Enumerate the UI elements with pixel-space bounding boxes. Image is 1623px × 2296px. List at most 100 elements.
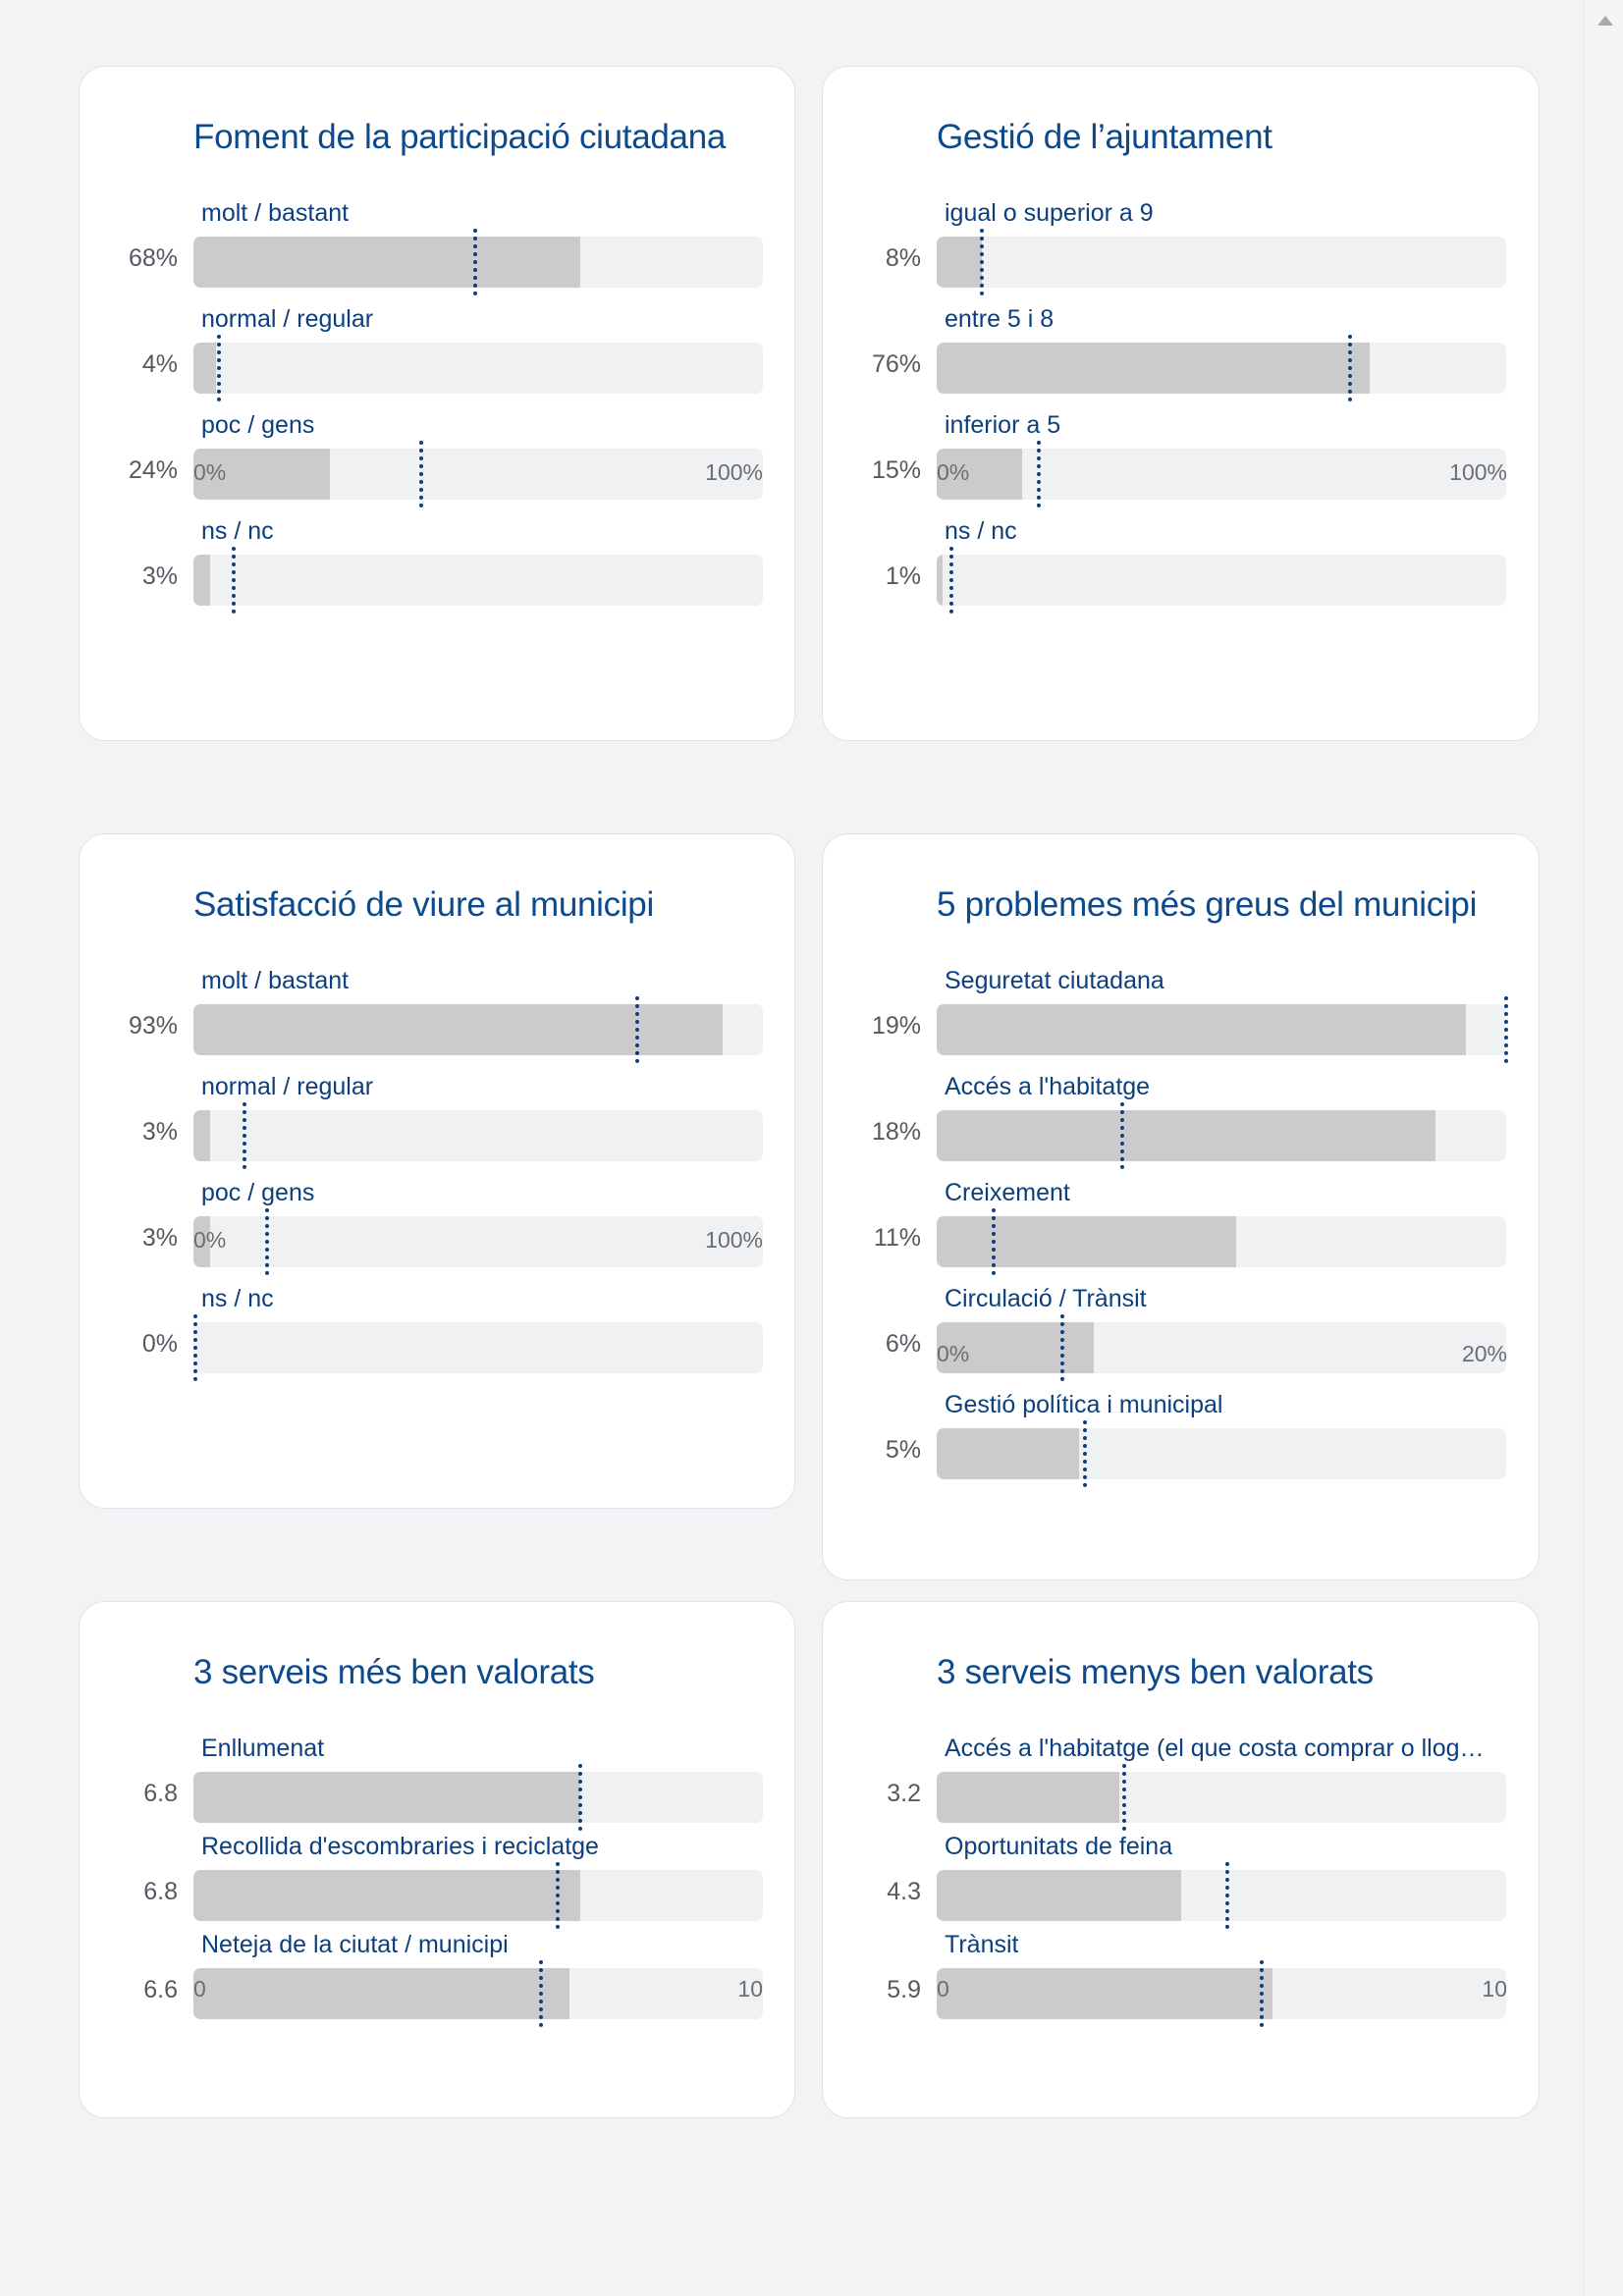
bar <box>937 1322 1094 1373</box>
value-label: 3% <box>141 1118 178 1146</box>
reference-marker <box>980 229 985 295</box>
scrollbar[interactable] <box>1584 0 1623 2296</box>
axis-tick-min: 0 <box>193 1976 206 2002</box>
bar <box>193 449 331 500</box>
value-label: 19% <box>871 1012 921 1040</box>
reference-marker <box>1224 1862 1229 1929</box>
category-label: Creixement <box>945 1179 1070 1206</box>
category-label: igual o superior a 9 <box>945 199 1154 227</box>
axis-tick-min: 0% <box>937 1341 970 1366</box>
bar <box>193 1772 581 1823</box>
bar <box>937 1428 1079 1479</box>
bar <box>193 343 217 394</box>
bar-row: poc / gens 24% <box>80 411 794 509</box>
bar-row: molt / bastant 68% <box>80 199 794 297</box>
axis-tick-max: 100% <box>705 1227 763 1253</box>
chart-card-participacio: Foment de la participació ciutadana molt … <box>79 66 795 741</box>
bar <box>937 1216 1236 1267</box>
bar <box>937 1110 1435 1161</box>
reference-marker <box>1347 335 1352 401</box>
category-label: inferior a 5 <box>945 411 1061 439</box>
reference-marker <box>231 547 236 614</box>
bar-row: molt / bastant 93% <box>80 967 794 1065</box>
value-label: 8% <box>885 244 921 272</box>
axis-tick-min: 0% <box>937 459 970 485</box>
category-label: Gestió política i municipal <box>945 1391 1223 1418</box>
category-label: normal / regular <box>201 1073 374 1100</box>
bar <box>937 555 943 606</box>
bar-row: inferior a 5 15% <box>823 411 1539 509</box>
category-label: molt / bastant <box>201 967 350 994</box>
bar <box>193 555 211 606</box>
bar-track <box>937 1004 1506 1055</box>
bar-track <box>937 1216 1506 1267</box>
axis-tick-max: 100% <box>1449 459 1507 485</box>
reference-marker <box>217 335 222 401</box>
bar-track <box>193 1772 763 1823</box>
bar-track <box>937 555 1506 606</box>
reference-marker <box>556 1862 561 1929</box>
reference-marker <box>992 1208 996 1275</box>
category-label: poc / gens <box>201 1179 315 1206</box>
axis-tick-max: 10 <box>1482 1976 1507 2002</box>
bar <box>193 1004 724 1055</box>
bar-row: Oportunitats de feina 4.3 <box>823 1833 1539 1931</box>
axis-tick-max: 20% <box>1461 1341 1507 1366</box>
category-label: Enllumenat <box>201 1735 325 1762</box>
bar-row: entre 5 i 8 76% <box>823 305 1539 403</box>
value-label: 11% <box>873 1224 921 1252</box>
category-label: Neteja de la ciutat / municipi <box>201 1931 509 1958</box>
bar-row: normal / regular 3% <box>80 1073 794 1171</box>
bar-track <box>193 555 763 606</box>
bar-track <box>937 449 1506 500</box>
reference-marker <box>473 229 478 295</box>
bar-row: Accés a l'habitatge (el que costa compra… <box>823 1735 1539 1833</box>
bar-track <box>937 1428 1506 1479</box>
chart-card-pitjors-serveis: 3 serveis menys ben valorats Accés a l'ha… <box>822 1601 1540 2118</box>
reference-marker <box>578 1764 583 1831</box>
value-label: 3% <box>141 1224 178 1252</box>
bar <box>193 1216 211 1267</box>
reference-marker <box>1037 441 1042 507</box>
bar <box>193 1968 569 2019</box>
value-label: 0% <box>141 1330 178 1358</box>
bar-track <box>937 1110 1506 1161</box>
reference-marker <box>1259 1960 1264 2027</box>
reference-marker <box>419 441 423 507</box>
reference-marker <box>1122 1764 1127 1831</box>
value-label: 6.6 <box>143 1976 178 2003</box>
bar-track <box>193 1322 763 1373</box>
bar-row: Accés a l'habitatge 18% <box>823 1073 1539 1171</box>
category-label: molt / bastant <box>201 199 350 227</box>
value-label: 76% <box>871 350 921 378</box>
chart-title: Satisfacció de viure al municipi <box>193 885 654 924</box>
bar-track <box>193 1004 763 1055</box>
bar-track <box>937 1772 1506 1823</box>
axis-tick-min: 0% <box>193 459 227 485</box>
bar <box>937 343 1370 394</box>
bar <box>937 1004 1467 1055</box>
scroll-up-arrow-icon[interactable] <box>1597 16 1613 26</box>
bar-track <box>937 343 1506 394</box>
bar-track <box>193 237 763 288</box>
category-label: Accés a l'habitatge (el que costa compra… <box>945 1735 1489 1762</box>
category-label: poc / gens <box>201 411 315 439</box>
bar-track <box>193 1968 763 2019</box>
category-label: Oportunitats de feina <box>945 1833 1173 1860</box>
bar-row: ns / nc 1% <box>823 517 1539 615</box>
bar <box>937 1772 1119 1823</box>
category-label: Recollida d'escombraries i reciclatge <box>201 1833 599 1860</box>
chart-title: 3 serveis menys ben valorats <box>937 1653 1374 1691</box>
reference-marker <box>538 1960 543 2027</box>
value-label: 18% <box>871 1118 921 1146</box>
value-label: 3.2 <box>887 1780 921 1807</box>
bar-track <box>937 1870 1506 1921</box>
bar-track <box>193 1870 763 1921</box>
chart-title: 5 problemes més greus del municipi <box>937 885 1478 924</box>
bar <box>937 1968 1273 2019</box>
bar-row: normal / regular 4% <box>80 305 794 403</box>
chart-title: Foment de la participació ciutadana <box>193 118 727 156</box>
chart-card-problemes: 5 problemes més greus del municipi Segure… <box>822 833 1540 1580</box>
bar-row: Circulació / Trànsit 6% <box>823 1285 1539 1383</box>
